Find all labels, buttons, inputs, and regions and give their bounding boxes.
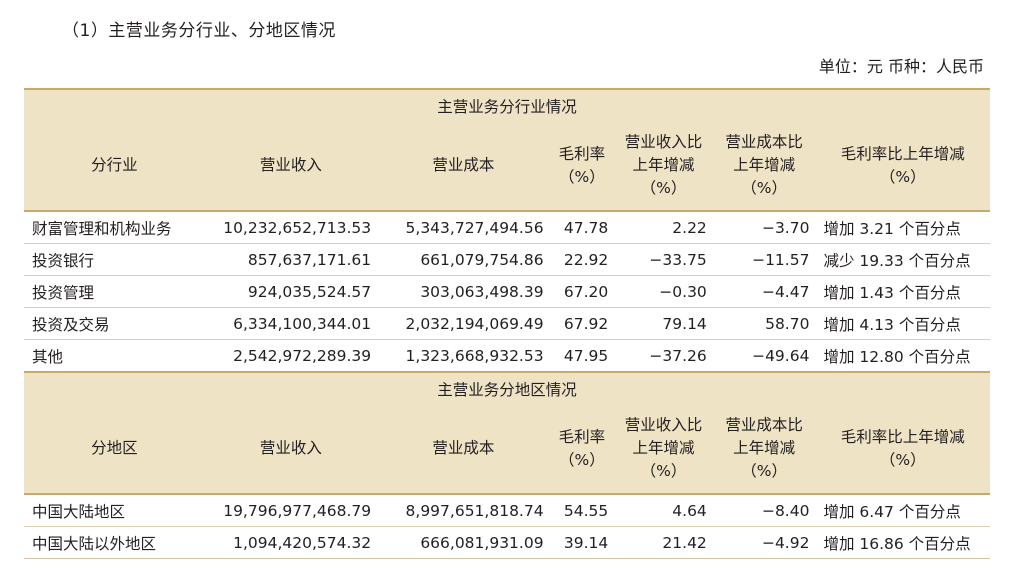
row-name: 中国大陆以外地区 (24, 526, 205, 559)
cost-change-cell: −8.40 (712, 494, 816, 527)
margin-change-cell: 增加 6.47 个百分点 (815, 494, 990, 527)
row-name: 其他 (24, 339, 205, 373)
table-row: 中国大陆以外地区 1,094,420,574.32 666,081,931.09 39… (24, 526, 990, 559)
region-section: 主营业务分地区情况 分地区 营业收入 营业成本 毛利率 （%） 营业收入比 上年… (24, 371, 990, 495)
header-line: （%） (640, 462, 687, 480)
header-line: 毛利率 (558, 427, 606, 446)
revenue-change-cell: 4.64 (614, 494, 713, 527)
cost-change-cell: −4.92 (712, 526, 816, 559)
cost-cell: 666,081,931.09 (377, 526, 550, 559)
margin-cell: 54.55 (549, 494, 615, 527)
section-heading: （1）主营业务分行业、分地区情况 (62, 21, 336, 41)
header-margin-change: 毛利率比上年增减 （%） (815, 121, 990, 212)
header-revenue: 营业收入 (204, 121, 378, 212)
cost-change-cell: −11.57 (712, 243, 816, 276)
revenue-cell: 2,542,972,289.39 (204, 339, 378, 373)
header-margin: 毛利率 （%） (549, 121, 615, 212)
header-line: 上年增减 (632, 156, 695, 174)
header-cost: 营业成本 (377, 121, 550, 212)
table-row: 其他 2,542,972,289.39 1,323,668,932.53 47.95−… (24, 339, 990, 373)
table-row: 中国大陆地区 19,796,977,468.79 8,997,651,818.74 5… (24, 494, 990, 527)
table-row: 投资及交易 6,334,100,344.01 2,032,194,069.49 67.… (24, 307, 990, 340)
cost-cell: 303,063,498.39 (377, 275, 550, 308)
header-line: （%） (559, 167, 605, 186)
revenue-cell: 1,094,420,574.32 (204, 526, 378, 559)
revenue-change-cell: −37.26 (614, 339, 713, 373)
revenue-change-cell: 21.42 (614, 526, 713, 559)
header-line: 营业收入比 (624, 416, 703, 434)
table-row: 财富管理和机构业务 10,232,652,713.53 5,343,727,494.… (24, 211, 990, 244)
row-name: 中国大陆地区 (24, 494, 205, 527)
header-cost-change: 营业成本比 上年增减 （%） (712, 404, 816, 495)
margin-change-cell: 增加 4.13 个百分点 (815, 307, 990, 340)
cost-change-cell: 58.70 (712, 307, 816, 340)
revenue-change-cell: −33.75 (614, 243, 713, 276)
header-line: （%） (879, 450, 926, 469)
table-row: 投资管理 924,035,524.57 303,063,498.39 67.20 −0.… (24, 275, 990, 308)
cost-change-cell: −3.70 (712, 211, 816, 244)
header-line: 营业成本比 (725, 416, 803, 434)
header-line: （%） (741, 462, 787, 480)
main-business-table: 主营业务分行业情况 分行业 营业收入 营业成本 毛利率 （%） 营业收入比 上年… (24, 88, 990, 559)
cost-cell: 5,343,727,494.56 (377, 211, 550, 244)
region-rows: 中国大陆地区 19,796,977,468.79 8,997,651,818.74 5… (24, 494, 990, 559)
header-margin: 毛利率 （%） (549, 404, 615, 495)
revenue-cell: 19,796,977,468.79 (204, 494, 378, 527)
cost-cell: 661,079,754.86 (377, 243, 550, 276)
row-name: 投资及交易 (24, 307, 205, 340)
revenue-cell: 924,035,524.57 (204, 275, 378, 308)
unit-currency-note: 单位：元 币种：人民币 (818, 57, 984, 76)
header-line: （%） (640, 179, 687, 197)
margin-cell: 22.92 (549, 243, 615, 276)
region-section-title: 主营业务分地区情况 (24, 371, 990, 404)
cost-cell: 8,997,651,818.74 (377, 494, 550, 527)
revenue-change-cell: −0.30 (614, 275, 713, 308)
revenue-cell: 10,232,652,713.53 (204, 211, 378, 244)
cost-cell: 2,032,194,069.49 (377, 307, 550, 340)
margin-cell: 47.95 (549, 339, 615, 373)
margin-change-cell: 增加 1.43 个百分点 (815, 275, 990, 308)
header-segment: 分地区 (24, 404, 205, 495)
header-line: （%） (559, 450, 605, 469)
industry-section: 主营业务分行业情况 分行业 营业收入 营业成本 毛利率 （%） 营业收入比 上年… (24, 88, 990, 212)
revenue-change-cell: 79.14 (614, 307, 713, 340)
header-line: 上年增减 (733, 156, 796, 174)
margin-change-cell: 增加 12.80 个百分点 (815, 339, 990, 373)
header-line: 毛利率 (558, 144, 606, 163)
header-line: 营业成本比 (725, 133, 803, 151)
margin-change-cell: 增加 3.21 个百分点 (815, 211, 990, 244)
header-line: 毛利率比上年增减 (840, 144, 965, 163)
header-revenue: 营业收入 (204, 404, 378, 495)
industry-rows: 财富管理和机构业务 10,232,652,713.53 5,343,727,494.… (24, 211, 990, 373)
revenue-cell: 6,334,100,344.01 (204, 307, 378, 340)
header-cost: 营业成本 (377, 404, 550, 495)
header-segment: 分行业 (24, 121, 205, 212)
cost-cell: 1,323,668,932.53 (377, 339, 550, 373)
header-revenue-change: 营业收入比 上年增减 （%） (614, 121, 713, 212)
margin-cell: 39.14 (549, 526, 615, 559)
revenue-cell: 857,637,171.61 (204, 243, 378, 276)
row-name: 投资银行 (24, 243, 205, 276)
header-line: （%） (741, 179, 787, 197)
margin-cell: 47.78 (549, 211, 615, 244)
row-name: 投资管理 (24, 275, 205, 308)
header-margin-change: 毛利率比上年增减 （%） (815, 404, 990, 495)
header-cost-change: 营业成本比 上年增减 （%） (712, 121, 816, 212)
revenue-change-cell: 2.22 (614, 211, 713, 244)
header-line: （%） (879, 167, 926, 186)
margin-cell: 67.20 (549, 275, 615, 308)
table-row: 投资银行 857,637,171.61 661,079,754.86 22.92 −33… (24, 243, 990, 276)
header-line: 营业收入比 (624, 133, 703, 151)
header-line: 上年增减 (733, 439, 796, 457)
industry-section-title: 主营业务分行业情况 (24, 88, 990, 121)
margin-change-cell: 减少 19.33 个百分点 (815, 243, 990, 276)
header-line: 毛利率比上年增减 (840, 427, 965, 446)
cost-change-cell: −49.64 (712, 339, 816, 373)
margin-change-cell: 增加 16.86 个百分点 (815, 526, 990, 559)
header-line: 上年增减 (632, 439, 695, 457)
header-revenue-change: 营业收入比 上年增减 （%） (614, 404, 713, 495)
margin-cell: 67.92 (549, 307, 615, 340)
row-name: 财富管理和机构业务 (24, 211, 205, 244)
cost-change-cell: −4.47 (712, 275, 816, 308)
